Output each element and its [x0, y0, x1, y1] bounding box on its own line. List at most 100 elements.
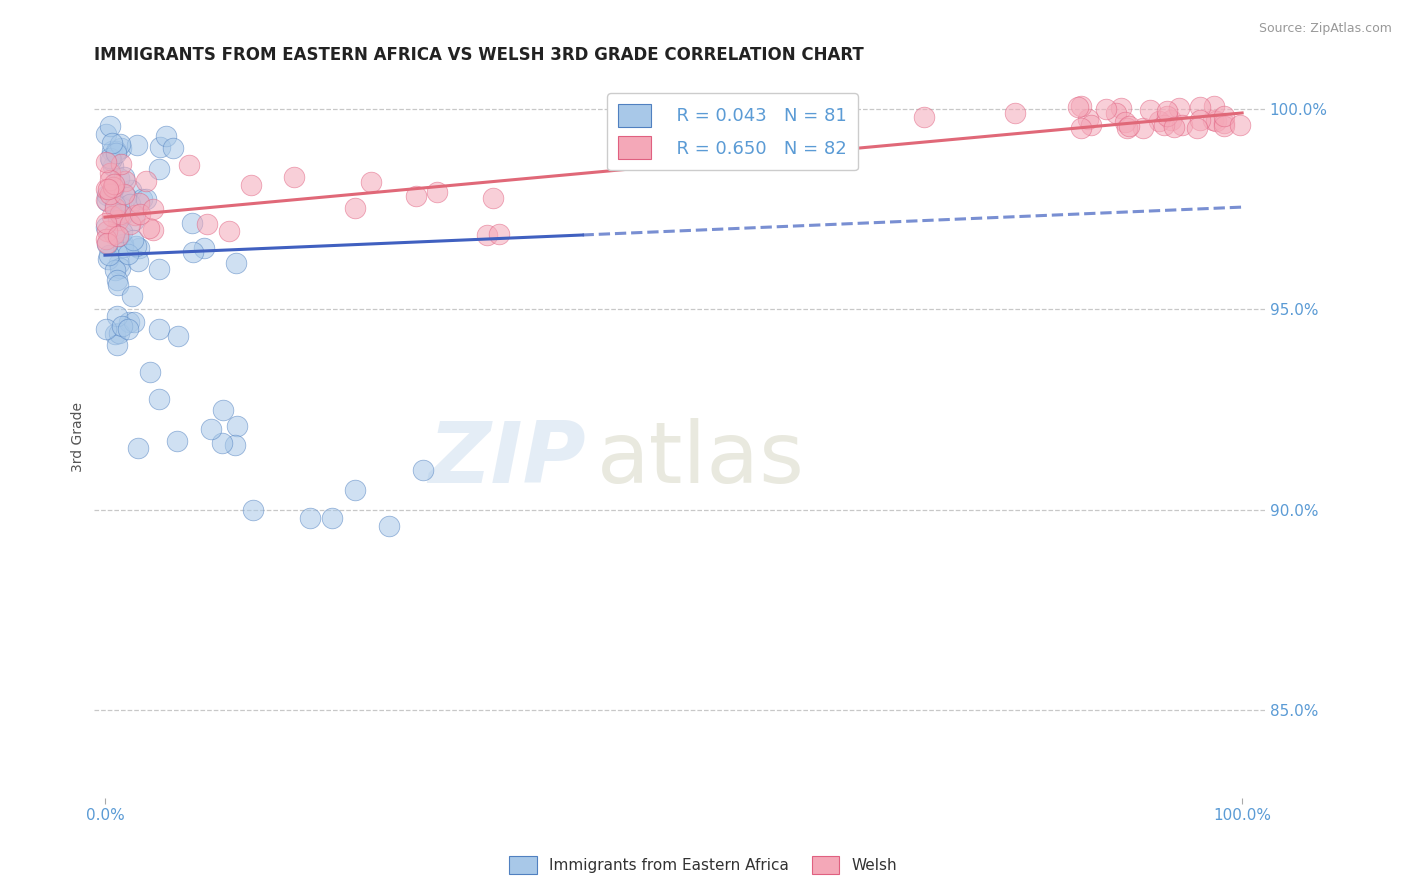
Point [1109, 101, 1132, 115]
Point [298, 510, 321, 524]
Point [128, 241, 150, 255]
Point [111, 208, 134, 222]
Point [122, 315, 145, 329]
Point [1189, 113, 1212, 128]
Point [110, 199, 132, 213]
Point [112, 240, 135, 254]
Point [112, 186, 135, 201]
Point [1118, 120, 1140, 134]
Point [103, 179, 125, 194]
Point [94, 322, 117, 336]
Point [344, 483, 367, 497]
Point [1163, 120, 1185, 134]
Point [155, 128, 177, 143]
Point [1171, 118, 1194, 132]
Point [1156, 104, 1178, 119]
Point [135, 192, 157, 206]
Point [1132, 120, 1154, 135]
Point [94, 193, 117, 207]
Point [224, 437, 246, 451]
Point [104, 198, 127, 212]
Point [127, 253, 149, 268]
Point [1070, 99, 1092, 113]
Point [108, 170, 131, 185]
Point [110, 141, 132, 155]
Point [148, 392, 170, 406]
Point [124, 208, 146, 222]
Point [1185, 120, 1208, 135]
Point [142, 223, 165, 237]
Point [98, 152, 121, 166]
Point [1104, 106, 1126, 120]
Point [96, 224, 118, 238]
Point [482, 191, 505, 205]
Point [197, 217, 219, 231]
Point [177, 157, 200, 171]
Point [96, 236, 118, 251]
Point [1213, 119, 1236, 133]
Point [426, 185, 449, 199]
Point [142, 202, 165, 216]
Point [193, 241, 215, 255]
Point [118, 315, 141, 329]
Point [98, 166, 121, 180]
Y-axis label: 3rd Grade: 3rd Grade [72, 402, 86, 473]
Point [122, 233, 145, 247]
Point [103, 177, 125, 191]
Point [100, 173, 122, 187]
Point [96, 194, 118, 208]
Point [488, 227, 510, 241]
Legend: Immigrants from Eastern Africa, Welsh: Immigrants from Eastern Africa, Welsh [503, 850, 903, 880]
Point [1167, 101, 1189, 115]
Text: ZIP: ZIP [427, 417, 585, 500]
Point [1147, 114, 1170, 128]
Point [108, 261, 131, 276]
Point [105, 273, 128, 287]
Point [107, 256, 129, 270]
Point [101, 136, 124, 150]
Point [166, 434, 188, 448]
Point [1205, 114, 1227, 128]
Point [94, 155, 117, 169]
Point [107, 213, 129, 227]
Text: IMMIGRANTS FROM EASTERN AFRICA VS WELSH 3RD GRADE CORRELATION CHART: IMMIGRANTS FROM EASTERN AFRICA VS WELSH … [94, 46, 863, 64]
Point [1077, 112, 1099, 127]
Point [97, 252, 120, 266]
Point [162, 141, 184, 155]
Point [1114, 115, 1136, 129]
Point [1080, 118, 1102, 132]
Point [283, 169, 305, 184]
Point [1189, 100, 1212, 114]
Point [100, 153, 122, 167]
Point [149, 140, 172, 154]
Point [1116, 120, 1139, 135]
Point [96, 216, 118, 230]
Point [1212, 116, 1234, 130]
Point [104, 326, 127, 341]
Point [117, 322, 139, 336]
Point [120, 197, 142, 211]
Point [111, 318, 134, 333]
Point [96, 127, 118, 141]
Point [912, 110, 935, 124]
Point [94, 220, 117, 235]
Point [167, 329, 190, 343]
Point [135, 173, 157, 187]
Point [101, 210, 124, 224]
Point [148, 322, 170, 336]
Point [131, 192, 153, 206]
Point [120, 183, 142, 197]
Text: atlas: atlas [598, 417, 806, 500]
Point [212, 403, 235, 417]
Point [127, 442, 149, 456]
Text: Source: ZipAtlas.com: Source: ZipAtlas.com [1258, 22, 1392, 36]
Point [114, 174, 136, 188]
Point [1004, 106, 1026, 120]
Point [225, 256, 247, 270]
Point [104, 263, 127, 277]
Point [98, 248, 121, 262]
Point [122, 212, 145, 227]
Point [148, 262, 170, 277]
Point [475, 227, 498, 242]
Point [125, 138, 148, 153]
